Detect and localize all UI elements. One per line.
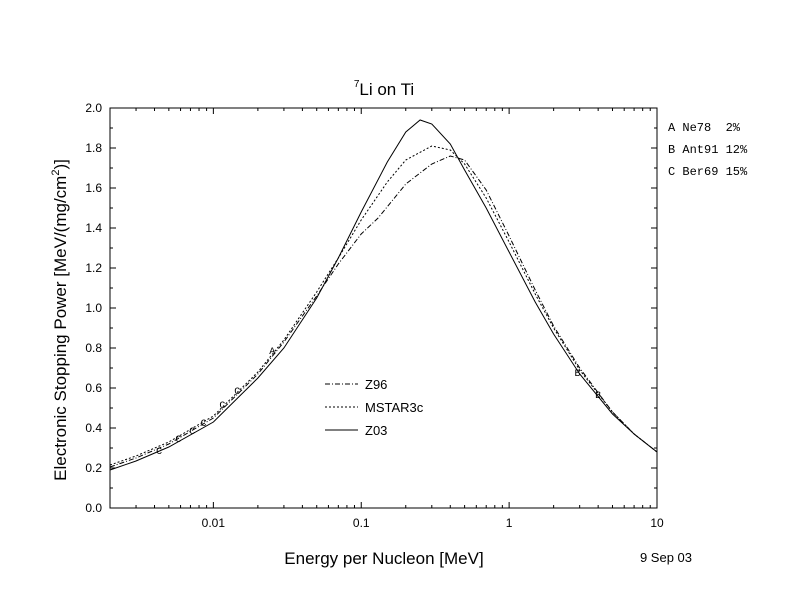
data-point-c: C xyxy=(219,401,225,412)
chart-title: 7Li on Ti xyxy=(354,79,414,99)
dataset-key-entry: B Ant91 12% xyxy=(668,143,748,157)
y-axis-label: Electronic Stopping Power [MeV/(mg/cm2)] xyxy=(50,159,70,481)
series-line-z96 xyxy=(109,155,658,468)
x-axis-label: Energy per Nucleon [MeV] xyxy=(284,549,483,568)
data-point-b: B xyxy=(595,391,601,402)
data-point-c: C xyxy=(234,387,240,398)
series-line-mstar3c xyxy=(109,145,658,466)
legend-label: Z03 xyxy=(365,423,387,438)
y-tick-label: 1.8 xyxy=(85,141,102,155)
y-tick-label: 2.0 xyxy=(85,101,102,115)
y-tick-label: 1.6 xyxy=(85,181,102,195)
data-point-c: C xyxy=(189,427,195,438)
x-tick-label: 1 xyxy=(506,516,513,530)
dataset-key-entry: A Ne78 2% xyxy=(668,121,741,135)
y-tick-label: 0.4 xyxy=(85,421,102,435)
y-tick-label: 0.2 xyxy=(85,461,102,475)
data-point-b: B xyxy=(574,369,580,380)
legend-label: MSTAR3c xyxy=(365,400,424,415)
y-tick-label: 1.4 xyxy=(85,221,102,235)
y-tick-label: 1.2 xyxy=(85,261,102,275)
data-point-c: C xyxy=(156,447,162,458)
data-point-a: A xyxy=(269,347,275,358)
x-tick-label: 0.01 xyxy=(202,516,226,530)
y-tick-label: 0.6 xyxy=(85,381,102,395)
y-tick-label: 1.0 xyxy=(85,301,102,315)
legend-label: Z96 xyxy=(365,377,387,392)
dataset-key-entry: C Ber69 15% xyxy=(668,165,748,179)
x-tick-label: 10 xyxy=(650,516,664,530)
date-label: 9 Sep 03 xyxy=(640,550,692,565)
series-line-z03 xyxy=(109,119,658,471)
y-tick-label: 0.8 xyxy=(85,341,102,355)
plot-frame xyxy=(109,107,658,509)
data-point-c: C xyxy=(175,435,181,446)
data-point-c: C xyxy=(201,419,207,430)
y-tick-label: 0.0 xyxy=(85,501,102,515)
x-tick-label: 0.1 xyxy=(353,516,370,530)
